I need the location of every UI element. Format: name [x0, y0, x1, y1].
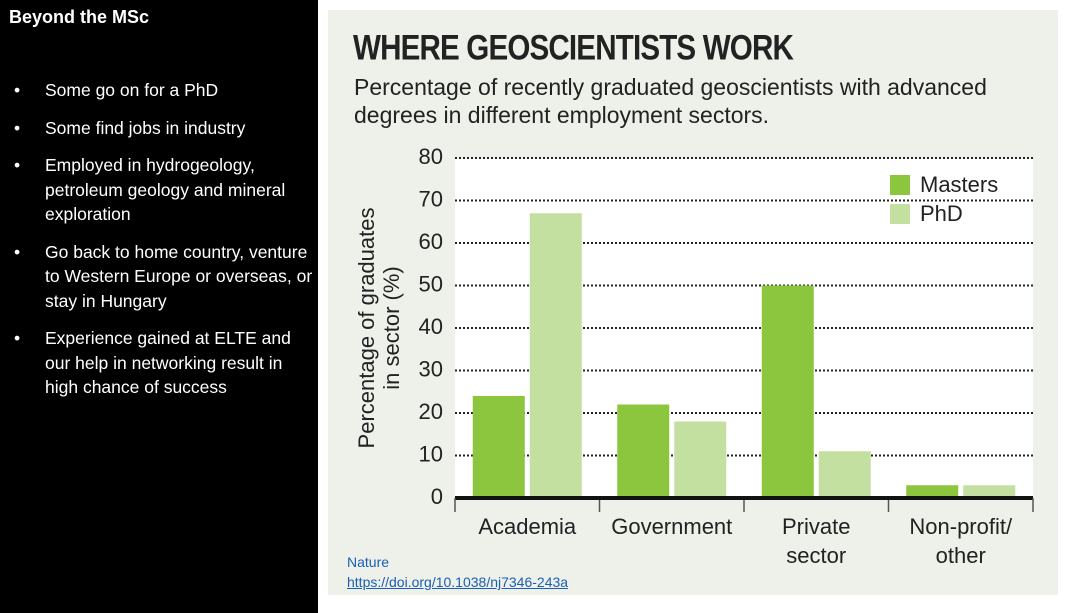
x-tick-label: Non-profit/other [909, 514, 1013, 568]
y-tick-label: 0 [431, 484, 443, 509]
bar [963, 485, 1016, 498]
x-tick-label: Academia [478, 514, 577, 539]
legend-swatch [890, 204, 910, 224]
bullet-list: Some go on for a PhD Some find jobs in in… [14, 78, 318, 413]
y-tick-label: 60 [419, 229, 443, 254]
chart-title: WHERE GEOSCIENTISTS WORK [353, 28, 794, 67]
y-tick-label: 10 [419, 441, 443, 466]
y-tick-label: 20 [419, 399, 443, 424]
source: Nature https://doi.org/10.1038/nj7346-24… [347, 552, 568, 592]
bullet: Some find jobs in industry [14, 116, 318, 141]
bullet: Go back to home country, venture to West… [14, 240, 318, 314]
y-tick-label: 40 [419, 314, 443, 339]
y-axis-label: Percentage of graduatesin sector (%) [354, 208, 404, 449]
legend-label: PhD [920, 201, 963, 226]
bar [818, 451, 871, 498]
legend-swatch [890, 175, 910, 195]
x-tick-label: Private sector [782, 514, 850, 568]
slide-title: Beyond the MSc [9, 7, 150, 27]
y-tick-label: 80 [419, 144, 443, 169]
bar [472, 396, 525, 498]
bar [761, 285, 814, 498]
left-panel: Beyond the MSc Some go on for a PhDSome … [0, 0, 318, 613]
source-name: Nature [347, 554, 390, 570]
bullet: Employed in hydrogeology, petroleum geol… [14, 153, 318, 227]
legend-label: Masters [920, 172, 998, 197]
bar [617, 404, 670, 498]
bar [674, 421, 727, 498]
bullet: Some go on for a PhD [14, 78, 318, 103]
bar [906, 485, 959, 498]
y-tick-label: 30 [419, 356, 443, 381]
x-tick-label: Government [611, 514, 732, 539]
y-tick-label: 50 [419, 271, 443, 296]
bar [529, 213, 582, 498]
source-link[interactable]: https://doi.org/10.1038/nj7346-243a [347, 574, 569, 590]
chart-subtitle: Percentage of recently graduated geoscie… [354, 74, 987, 128]
bullet: Experience gained at ELTE and our help i… [14, 326, 318, 400]
y-tick-label: 70 [419, 186, 443, 211]
